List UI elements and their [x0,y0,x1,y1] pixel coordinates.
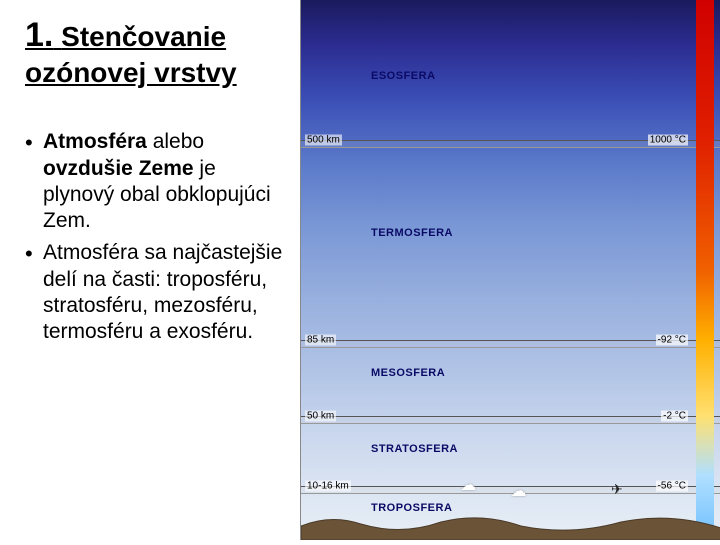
layer-label: TERMOSFERA [371,227,453,239]
bullet-list: Atmosféra alebo ovzdušie Zeme je plynový… [25,129,288,345]
altitude-label: 10-16 km [305,481,351,492]
temperature-label: -56 °C [656,481,688,492]
altitude-label: 85 km [305,335,336,346]
bullet-bold: Atmosféra [43,130,147,153]
sky-gradient [301,0,720,540]
title-number: 1. [25,16,53,54]
altitude-label: 50 km [305,410,336,421]
bullet-bold: ovzdušie Zeme [43,157,194,180]
temperature-bar [696,0,714,540]
temperature-label: 1000 °C [648,135,688,146]
cloud-icon: ☁ [460,475,476,495]
text-column: 1. Stenčovanie ozónovej vrstvy Atmosféra… [0,0,300,540]
bullet-item: Atmosféra alebo ovzdušie Zeme je plynový… [25,129,288,234]
slide-title: 1. Stenčovanie ozónovej vrstvy [25,15,288,89]
diagram-canvas: 500 km 1000 °C 85 km -92 °C 50 km -2 °C 10-16 … [301,0,720,540]
atmosphere-diagram: 500 km 1000 °C 85 km -92 °C 50 km -2 °C 10-16 … [300,0,720,540]
layer-label: ESOSFERA [371,70,436,82]
bullet-item: Atmosféra sa najčastejšie delí na časti:… [25,240,288,345]
airplane-icon: ✈ [611,481,623,498]
bullet-text: alebo [147,130,204,153]
ground-terrain [301,508,720,540]
layer-boundary [301,416,720,424]
cloud-icon: ☁ [511,481,527,501]
altitude-label: 500 km [305,135,342,146]
bullet-text: Atmosféra sa najčastejšie delí na časti:… [43,241,282,343]
temperature-label: -92 °C [656,335,688,346]
title-line2: ozónovej vrstvy [25,57,237,88]
temperature-label: -2 °C [661,410,688,421]
layer-label: MESOSFERA [371,367,445,379]
title-line1: Stenčovanie [61,21,226,52]
layer-label: STRATOSFERA [371,443,458,455]
